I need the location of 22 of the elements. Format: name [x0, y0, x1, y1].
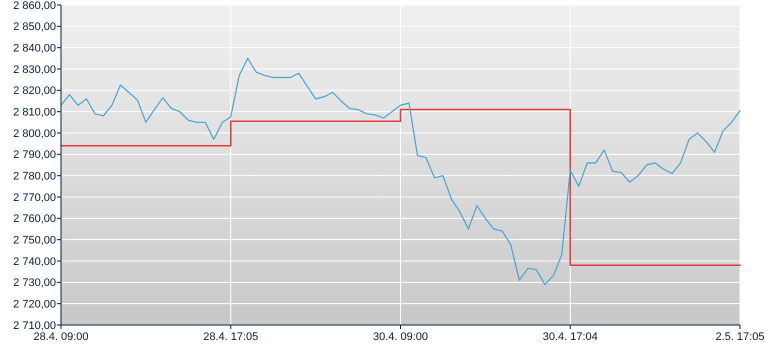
line-series	[60, 58, 741, 286]
y-tick-label: 2 800,00	[13, 128, 56, 140]
x-tick-label: 28.4. 17:05	[203, 331, 258, 343]
y-tick-label: 2 740,00	[13, 256, 56, 268]
y-tick-label: 2 770,00	[13, 192, 56, 204]
y-tick-label: 2 840,00	[13, 42, 56, 55]
y-tick-label: 2 760,00	[13, 213, 56, 226]
y-tick-label: 2 810,00	[13, 106, 56, 119]
y-tick-label: 2 790,00	[13, 149, 56, 162]
y-tick-label: 2 750,00	[13, 234, 56, 247]
y-tick-label: 2 850,00	[13, 21, 56, 34]
y-tick-label: 2 780,00	[13, 170, 56, 183]
x-tick-label: 2.5. 17:05	[716, 331, 764, 343]
y-tick-label: 2 830,00	[13, 64, 56, 76]
y-tick-label: 2 860,00	[13, 0, 56, 12]
y-tick-label: 2 730,00	[13, 277, 56, 290]
y-tick-label: 2 720,00	[13, 298, 56, 311]
y-tick-label: 2 820,00	[13, 85, 56, 98]
x-tick-label: 30.4. 17:04	[542, 331, 598, 343]
y-tick-label: 2 710,00	[13, 320, 56, 332]
x-tick-label: 28.4. 09:00	[33, 331, 89, 343]
x-tick-label: 30.4. 09:00	[372, 331, 428, 343]
